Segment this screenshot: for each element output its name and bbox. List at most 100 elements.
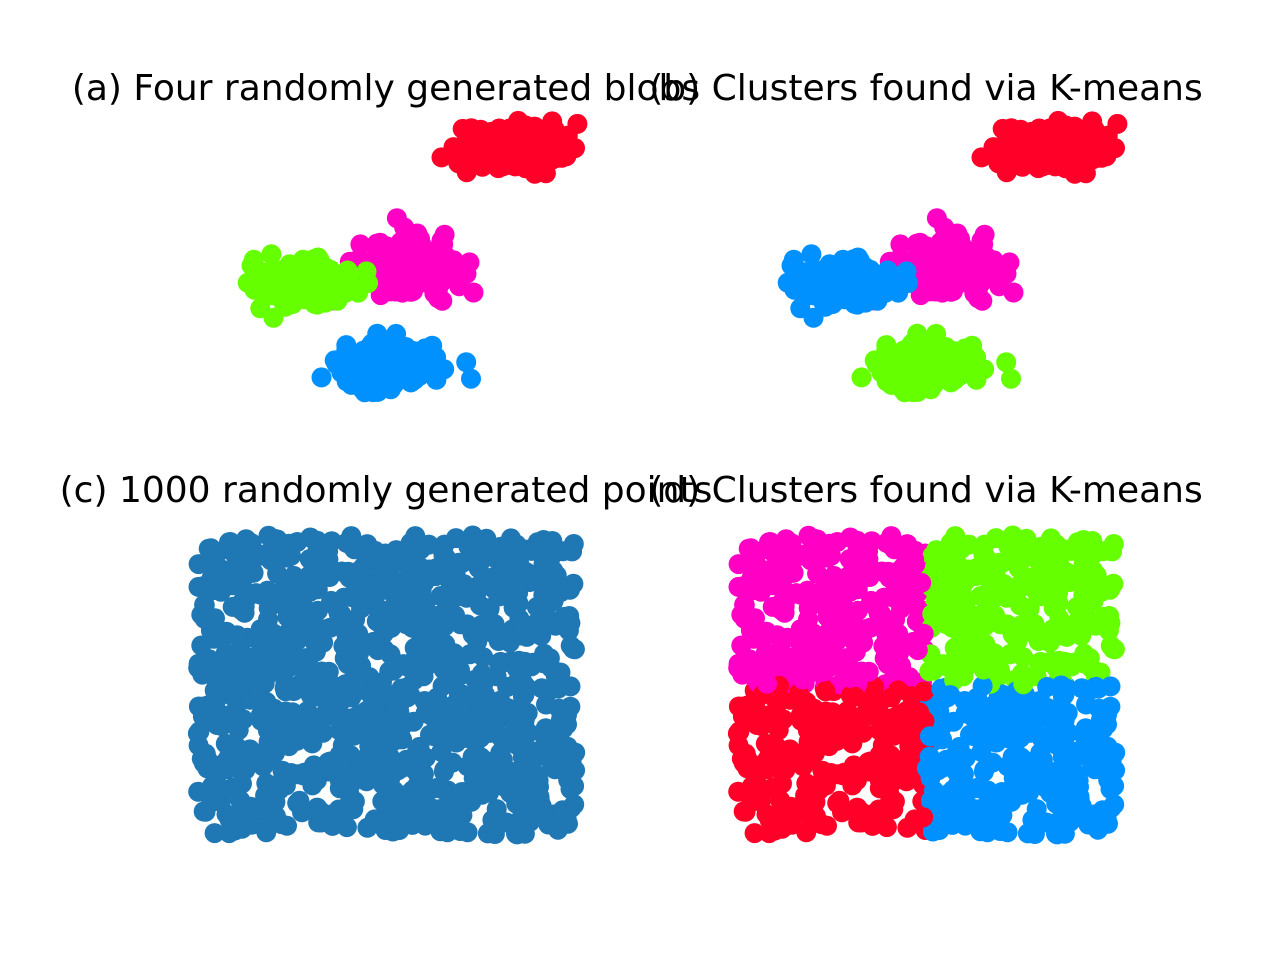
scatter-point	[400, 274, 421, 294]
scatter-point	[250, 545, 271, 566]
scatter-point	[459, 252, 480, 273]
scatter-point	[997, 728, 1018, 749]
scatter-point	[215, 625, 236, 646]
scatter-point	[452, 118, 473, 139]
scatter-point	[729, 721, 750, 742]
scatter-point	[255, 785, 276, 806]
scatter-point	[232, 773, 252, 794]
scatter-point	[506, 534, 527, 555]
scatter-point	[432, 676, 453, 697]
panel-d: (d) Clusters found via K-means	[649, 470, 1203, 845]
scatter-point	[1098, 770, 1119, 791]
scatter-point	[954, 357, 975, 378]
scatter-point	[913, 807, 934, 828]
scatter-point	[305, 265, 326, 286]
scatter-point	[431, 741, 452, 762]
scatter-point	[330, 279, 351, 300]
scatter-point	[194, 594, 215, 615]
scatter-point	[821, 636, 842, 657]
scatter-point	[535, 718, 556, 739]
scatter-point	[188, 554, 209, 575]
scatter-point	[488, 631, 509, 651]
scatter-point	[431, 147, 452, 168]
scatter-point	[301, 614, 322, 635]
scatter-point	[230, 790, 251, 811]
scatter-point	[413, 247, 434, 268]
scatter-point	[755, 625, 776, 646]
scatter-point	[236, 565, 256, 585]
scatter-point	[758, 567, 779, 587]
scatter-point	[795, 785, 816, 806]
scatter-point	[1084, 119, 1105, 140]
scatter-point	[267, 563, 288, 584]
scatter-point	[798, 525, 819, 546]
scatter-point	[950, 638, 971, 659]
scatter-point	[740, 538, 761, 559]
scatter-point	[1073, 653, 1094, 674]
scatter-point	[374, 681, 394, 702]
scatter-point	[913, 623, 934, 644]
scatter-point	[1046, 534, 1067, 555]
scatter-point	[840, 667, 861, 688]
scatter-point	[339, 783, 360, 803]
panel-c-title: (c) 1000 randomly generated points	[60, 470, 713, 511]
scatter-point	[403, 547, 424, 568]
scatter-point	[481, 538, 502, 559]
scatter-point	[887, 345, 908, 366]
scatter-point	[380, 767, 401, 788]
scatter-point	[887, 562, 908, 583]
scatter-point	[557, 736, 578, 757]
scatter-point	[918, 345, 939, 366]
scatter-point	[939, 583, 960, 604]
scatter-point	[751, 716, 772, 736]
scatter-point	[973, 234, 994, 255]
scatter-point	[967, 777, 988, 798]
scatter-point	[250, 705, 271, 726]
scatter-point	[484, 824, 505, 844]
scatter-point	[1104, 639, 1125, 660]
scatter-point	[433, 543, 454, 563]
scatter-point	[472, 132, 493, 153]
scatter-point	[1043, 597, 1064, 618]
scatter-point	[728, 554, 749, 575]
scatter-point	[757, 657, 778, 678]
scatter-point	[922, 273, 943, 294]
scatter-point	[281, 636, 302, 657]
scatter-point	[211, 716, 232, 736]
scatter-point	[911, 572, 932, 593]
panel-b-points	[777, 110, 1128, 403]
scatter-point	[953, 666, 974, 687]
scatter-point	[1052, 615, 1073, 636]
scatter-point	[754, 779, 775, 800]
scatter-point	[955, 747, 976, 768]
scatter-point	[192, 664, 213, 685]
scatter-point	[1048, 650, 1069, 671]
scatter-point	[1036, 697, 1057, 718]
scatter-point	[1019, 722, 1040, 743]
scatter-point	[382, 604, 403, 624]
scatter-point	[963, 726, 984, 747]
scatter-point	[973, 543, 994, 563]
scatter-point	[976, 591, 997, 611]
scatter-point	[896, 747, 917, 768]
scatter-point	[383, 375, 404, 396]
panel-c: (c) 1000 randomly generated points	[60, 470, 713, 845]
scatter-point	[533, 605, 554, 626]
scatter-point	[514, 801, 535, 821]
scatter-point	[1011, 784, 1032, 805]
scatter-point	[771, 600, 792, 620]
scatter-point	[1021, 150, 1042, 170]
scatter-point	[889, 638, 910, 659]
scatter-point	[955, 338, 976, 359]
scatter-point	[821, 545, 841, 566]
scatter-point	[919, 726, 940, 747]
scatter-point	[891, 598, 912, 619]
scatter-point	[972, 676, 993, 697]
scatter-point	[433, 761, 454, 782]
scatter-point	[815, 681, 836, 702]
scatter-point	[504, 717, 525, 738]
scatter-point	[831, 717, 852, 738]
scatter-point	[1028, 631, 1049, 651]
scatter-point	[217, 657, 238, 678]
scatter-point	[350, 234, 371, 255]
